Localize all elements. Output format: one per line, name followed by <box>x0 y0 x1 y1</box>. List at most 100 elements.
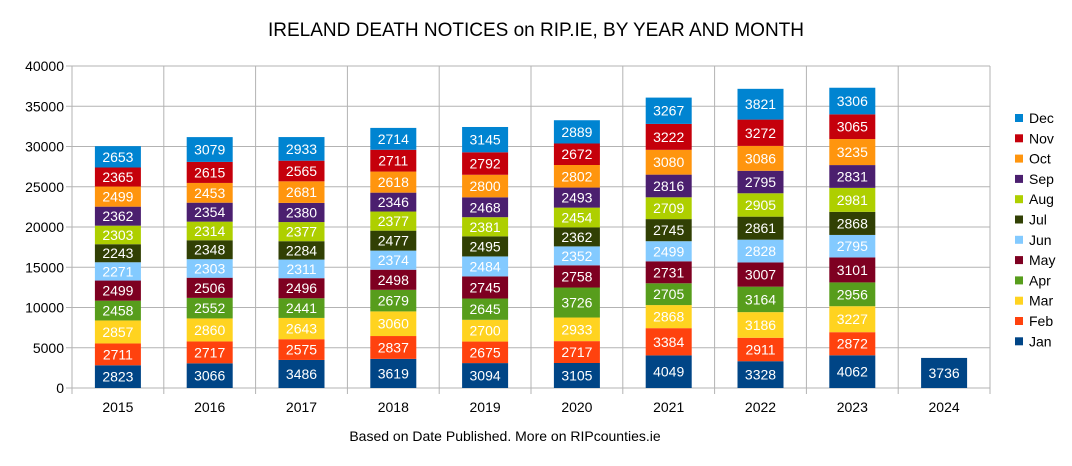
data-label: 3079 <box>194 141 225 157</box>
data-label: 2499 <box>653 243 684 259</box>
bar-segment <box>553 164 600 188</box>
bar-segment <box>553 143 600 165</box>
x-tick-label: 2023 <box>837 399 868 415</box>
bar-segment <box>186 318 233 342</box>
bar-segment <box>370 149 417 172</box>
bar-segment <box>645 283 692 306</box>
data-label: 3060 <box>378 316 409 332</box>
data-label: 2705 <box>653 286 684 302</box>
bar-segment <box>829 257 876 283</box>
bar-segment <box>737 170 784 194</box>
bar-segment <box>462 276 509 299</box>
data-label: 2872 <box>837 336 868 352</box>
bar-segment <box>94 320 141 344</box>
data-label: 3486 <box>286 366 317 382</box>
data-label: 2311 <box>286 261 316 277</box>
bar-segment <box>829 87 876 115</box>
data-label: 2823 <box>102 369 133 385</box>
bar-segment <box>553 246 600 266</box>
bar-segment <box>278 317 325 340</box>
bar-segment <box>462 152 509 175</box>
legend-label: May <box>1029 252 1055 268</box>
bar-segment <box>829 234 876 258</box>
bar-segment <box>278 160 325 182</box>
legend-label: Dec <box>1029 110 1054 126</box>
bar-segment <box>186 277 233 298</box>
x-tick-label: 2024 <box>929 399 960 415</box>
legend-label: Oct <box>1029 151 1051 167</box>
axes: 0 5000 10000 15000 20000 25000 30000 35000 40000… <box>25 58 960 415</box>
data-label: 2484 <box>470 258 501 274</box>
x-tick-label: 2019 <box>470 399 501 415</box>
data-label: 2493 <box>561 190 592 206</box>
bar-segment <box>186 341 233 364</box>
bar-segment <box>186 161 233 183</box>
bar-segment <box>645 97 692 124</box>
bar-segment <box>462 256 509 277</box>
data-label: 2346 <box>378 194 409 210</box>
x-tick-label: 2015 <box>102 399 133 415</box>
data-label: 2860 <box>194 322 225 338</box>
bar-segment <box>370 230 417 251</box>
bar-segment <box>553 227 600 247</box>
x-tick-label: 2020 <box>561 399 592 415</box>
legend-label: Jun <box>1029 232 1052 248</box>
bar-segment <box>737 119 784 146</box>
bar-segment <box>737 337 784 362</box>
legend-label: Aug <box>1029 191 1054 207</box>
data-label: 3222 <box>653 129 684 145</box>
x-tick-label: 2021 <box>653 399 684 415</box>
data-label: 2468 <box>470 199 501 215</box>
bar-segment <box>370 269 417 290</box>
data-label: 2905 <box>745 197 776 213</box>
bar-segment <box>737 286 784 313</box>
bar-segment <box>94 244 141 263</box>
data-label: 2653 <box>102 149 133 165</box>
data-label: 2802 <box>561 168 592 184</box>
bar-segment <box>278 278 325 299</box>
data-label: 3267 <box>653 103 684 119</box>
bar-segment <box>94 262 141 281</box>
bar-segment <box>737 361 784 388</box>
bar-segment <box>94 167 141 187</box>
data-label: 4049 <box>653 364 684 380</box>
data-label: 2868 <box>837 215 868 231</box>
data-label: 3227 <box>837 311 868 327</box>
bar-segment <box>278 137 325 161</box>
bar-segment <box>645 123 692 150</box>
bar-segment <box>829 211 876 235</box>
data-label: 2643 <box>286 321 317 337</box>
chart-caption: Based on Date Published. More on RIPcoun… <box>349 428 661 444</box>
data-label: 3272 <box>745 125 776 141</box>
data-label: 3164 <box>745 291 776 307</box>
data-label: 2454 <box>561 210 592 226</box>
bar-segment <box>829 187 876 212</box>
data-label: 3619 <box>378 365 409 381</box>
data-label: 2717 <box>561 344 592 360</box>
data-label: 2565 <box>286 163 317 179</box>
data-label: 3384 <box>653 334 684 350</box>
data-label: 2679 <box>378 293 409 309</box>
bar-segment <box>462 174 509 198</box>
data-label: 2672 <box>561 146 592 162</box>
bar-segment <box>553 287 600 318</box>
data-label: 3086 <box>745 150 776 166</box>
data-label: 3235 <box>837 144 868 160</box>
bar-segment <box>370 192 417 212</box>
bar-segment <box>462 341 509 364</box>
bar-segment <box>370 289 417 312</box>
data-label: 2745 <box>653 222 684 238</box>
legend-swatch <box>1015 256 1023 265</box>
bar-segment <box>553 341 600 364</box>
bar-segment <box>829 306 876 333</box>
bar-segment <box>462 298 509 320</box>
data-label: 2243 <box>102 245 133 261</box>
legend-swatch <box>1015 154 1023 163</box>
bar-segment <box>645 219 692 242</box>
data-label: 2956 <box>837 286 868 302</box>
data-label: 2374 <box>378 252 409 268</box>
bar-segment <box>186 297 233 319</box>
bar-segment <box>737 88 784 120</box>
x-tick-label: 2022 <box>745 399 776 415</box>
